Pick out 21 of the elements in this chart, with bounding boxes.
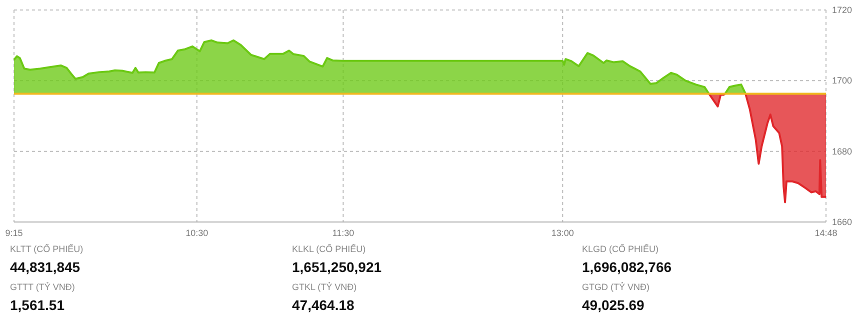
text: 1,651,250,921 — [292, 259, 382, 275]
y-tick-label: 1680 — [832, 146, 852, 156]
text: 1,561.51 — [10, 297, 65, 313]
text: 49,025.69 — [582, 297, 644, 313]
x-tick-label: 10:30 — [186, 228, 208, 238]
text: GTGD (TỶ VNĐ) — [582, 281, 650, 292]
y-tick-label: 1660 — [832, 217, 852, 227]
x-tick-label: 13:00 — [551, 228, 574, 238]
text: 1,696,082,766 — [582, 259, 672, 275]
text: KLGD (CỔ PHIẾU) — [582, 243, 659, 254]
y-tick-label: 1720 — [832, 5, 852, 15]
text: KLTT (CỔ PHIẾU) — [10, 243, 84, 254]
text: 47,464.18 — [292, 297, 354, 313]
text: KLKL (CỔ PHIẾU) — [292, 243, 366, 254]
text: GTKL (TỶ VNĐ) — [292, 281, 357, 292]
y-tick-label: 1700 — [832, 76, 852, 86]
text: 44,831,845 — [10, 259, 80, 275]
x-tick-label: 11:30 — [332, 228, 354, 238]
x-tick-label: 9:15 — [5, 228, 23, 238]
x-tick-label: 14:48 — [814, 228, 838, 238]
text: GTTT (TỶ VNĐ) — [10, 281, 75, 292]
